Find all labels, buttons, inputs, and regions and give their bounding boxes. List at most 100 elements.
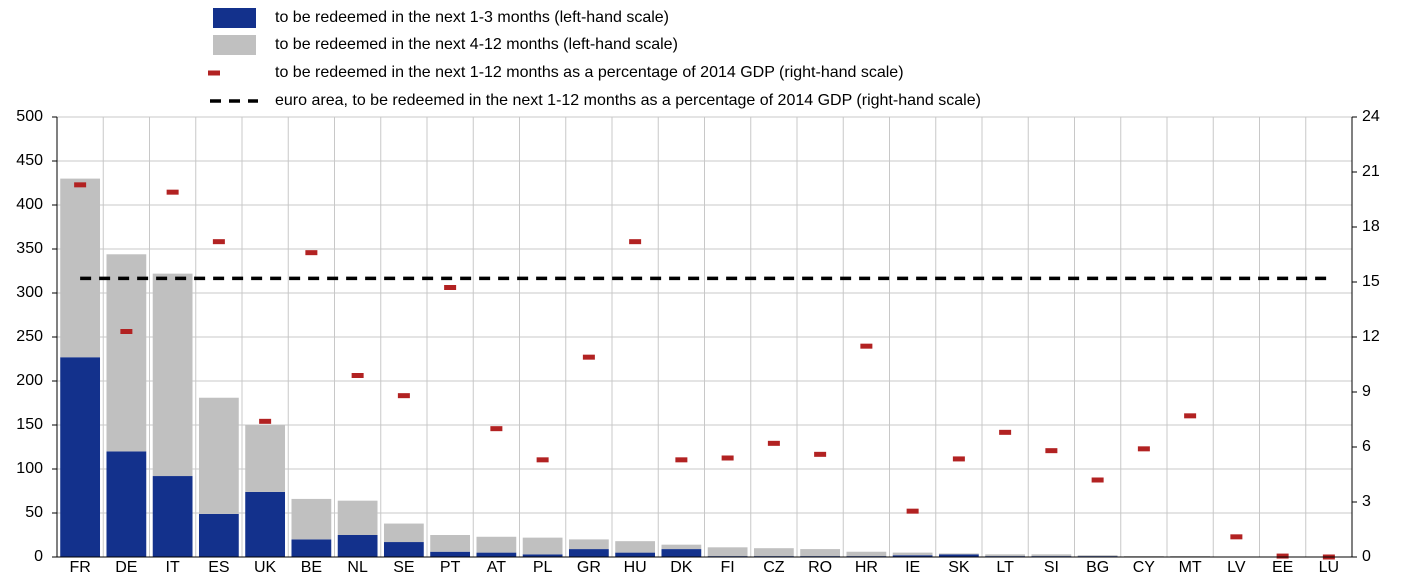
x-tick-label: UK <box>254 559 277 575</box>
bar-segment <box>383 523 424 543</box>
bar-segment <box>892 555 933 557</box>
x-tick-label: CY <box>1133 559 1156 575</box>
x-tick-label: LU <box>1319 559 1339 575</box>
y-tick-label: 100 <box>16 460 43 477</box>
x-tick-label: PL <box>533 559 553 575</box>
y2-tick-label: 9 <box>1362 383 1371 400</box>
x-tick-label: BG <box>1086 559 1109 575</box>
y-tick-label: 150 <box>16 416 43 433</box>
bar-segment <box>198 513 239 557</box>
bar-segment <box>152 273 193 477</box>
bar-segment <box>707 547 748 557</box>
bar-segment <box>846 551 887 557</box>
bar-segment <box>291 539 332 557</box>
marker <box>212 239 225 245</box>
marker <box>259 418 272 424</box>
bar-segment <box>615 552 656 557</box>
y2-tick-label: 18 <box>1362 218 1380 235</box>
x-tick-label: HU <box>624 559 647 575</box>
bar-segment <box>615 541 656 553</box>
y-tick-label: 300 <box>16 284 43 301</box>
legend-label: to be redeemed in the next 1-3 months (l… <box>275 9 669 26</box>
legend-label: euro area, to be redeemed in the next 1-… <box>275 92 981 109</box>
marker <box>166 189 179 195</box>
x-tick-label: SE <box>393 559 414 575</box>
marker <box>120 329 133 334</box>
bar-segment <box>753 548 794 557</box>
x-tick-label: HR <box>855 559 878 575</box>
x-tick-label: ES <box>208 559 229 575</box>
marker <box>1230 534 1243 540</box>
marker <box>1137 446 1150 452</box>
x-tick-label: FI <box>721 559 735 575</box>
bar-segment <box>383 542 424 557</box>
bar-segment <box>198 397 239 514</box>
marker <box>582 354 595 360</box>
marker <box>906 508 919 514</box>
marker <box>952 456 965 462</box>
y2-tick-label: 24 <box>1362 108 1380 125</box>
marker <box>305 250 318 256</box>
marker <box>675 457 688 463</box>
y-tick-label: 50 <box>25 504 43 521</box>
bar-segment <box>568 549 609 557</box>
bar-segment <box>800 549 841 557</box>
bar-segment <box>938 554 979 557</box>
y-tick-label: 250 <box>16 328 43 345</box>
x-tick-label: DK <box>670 559 693 575</box>
bar-segment <box>661 544 702 550</box>
bar-segment <box>291 498 332 540</box>
bar-segment <box>106 451 147 557</box>
x-tick-label: PT <box>440 559 461 575</box>
marker <box>860 343 873 349</box>
y-tick-label: 450 <box>16 152 43 169</box>
y2-tick-label: 6 <box>1362 438 1371 455</box>
marker <box>1184 413 1197 419</box>
marker <box>629 239 642 245</box>
x-tick-label: AT <box>487 559 506 575</box>
y2-tick-label: 0 <box>1362 548 1371 565</box>
y-tick-label: 350 <box>16 240 43 257</box>
marker <box>351 373 364 378</box>
bar-segment <box>476 536 517 553</box>
legend-swatch <box>213 8 256 28</box>
bar-segment <box>60 357 101 557</box>
marker <box>536 457 549 463</box>
x-tick-label: MT <box>1179 559 1202 575</box>
x-tick-label: SI <box>1044 559 1059 575</box>
marker <box>814 451 827 457</box>
legend-label: to be redeemed in the next 4-12 months (… <box>275 36 678 53</box>
y2-tick-label: 3 <box>1362 493 1371 510</box>
bar-segment <box>1031 554 1072 557</box>
bar-segment <box>430 551 471 557</box>
marker <box>767 440 780 446</box>
y-tick-label: 200 <box>16 372 43 389</box>
marker <box>721 455 734 461</box>
marker <box>397 393 410 399</box>
bar-segment <box>661 549 702 557</box>
legend-label: to be redeemed in the next 1-12 months a… <box>275 64 904 81</box>
bar-segment <box>152 476 193 557</box>
bar-segment <box>568 539 609 550</box>
marker <box>490 426 503 432</box>
x-tick-label: BE <box>301 559 322 575</box>
x-tick-label: GR <box>577 559 601 575</box>
legend-swatch <box>208 70 220 76</box>
bar-segment <box>522 537 563 555</box>
marker <box>444 285 457 290</box>
y-tick-label: 0 <box>34 548 43 565</box>
bar-segment <box>337 535 378 557</box>
y2-tick-label: 12 <box>1362 328 1380 345</box>
bar-segment <box>522 554 563 557</box>
y2-tick-label: 15 <box>1362 273 1380 290</box>
x-tick-label: DE <box>115 559 137 575</box>
bar-segment <box>337 500 378 535</box>
x-tick-label: LV <box>1227 559 1246 575</box>
bar-segment <box>892 552 933 556</box>
marker <box>1276 553 1289 559</box>
bar-segment <box>1077 555 1118 557</box>
x-tick-label: IT <box>166 559 180 575</box>
x-tick-label: RO <box>808 559 832 575</box>
x-tick-label: SK <box>948 559 970 575</box>
